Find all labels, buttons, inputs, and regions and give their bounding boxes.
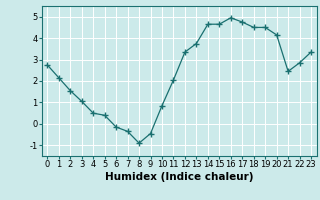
- X-axis label: Humidex (Indice chaleur): Humidex (Indice chaleur): [105, 172, 253, 182]
